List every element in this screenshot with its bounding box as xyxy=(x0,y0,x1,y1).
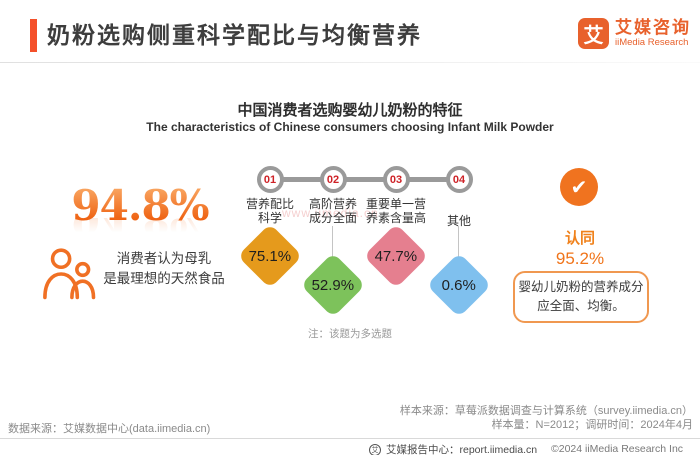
header-divider xyxy=(0,62,700,63)
step-label: 重要单一营 养素含量高 xyxy=(364,197,428,225)
logo-text: 艾媒咨询 iiMedia Research xyxy=(615,18,691,48)
title-accent-bar xyxy=(30,19,37,52)
footer-report-center: 艾 艾媒报告中心：report.iimedia.cn xyxy=(369,442,537,455)
chart-note: 注：该题为多选题 xyxy=(308,328,392,340)
step-number: 01 xyxy=(263,173,277,186)
breast-milk-stat: 94.8% 94.8% xyxy=(52,181,228,241)
stat-desc-line2: 是最理想的天然食品 xyxy=(103,271,225,286)
agree-value: 95.2% xyxy=(555,249,605,268)
step-column-3: 03 重要单一营 养素含量高 47.7% xyxy=(363,166,429,289)
conclusion-box: 婴幼儿奶粉的营养成分 应全面、均衡。 xyxy=(513,271,649,323)
check-glyph: ✔ xyxy=(570,176,588,199)
watermark-text: www.iimedia.cn xyxy=(282,206,379,220)
sample-source: 样本来源：草莓派数据调查与计算系统（survey.iimedia.cn） xyxy=(399,405,693,417)
logo-glyph: 艾 xyxy=(583,25,604,47)
iimedia-logo: 艾 艾媒咨询 iiMedia Research xyxy=(578,18,691,49)
value-diamond: 0.6% xyxy=(426,252,492,318)
step-label: 高阶营养 成分全面 xyxy=(301,197,365,225)
checkmark-icon: ✔ xyxy=(560,168,598,206)
step-column-4: 04 其他 0.6% xyxy=(426,166,492,318)
step-label-line: 成分全面 xyxy=(308,211,357,225)
diamond-value: 52.9% xyxy=(311,276,355,294)
step-number-badge: 01 xyxy=(256,166,284,193)
step-label-line: 科学 xyxy=(257,211,282,225)
page-title: 奶粉选购侧重科学配比与均衡营养 xyxy=(47,22,422,48)
step-number: 04 xyxy=(452,173,466,186)
big-stat-description: 消费者认为母乳 是最理想的天然食品 xyxy=(96,249,232,289)
iimedia-mark-icon: 艾 xyxy=(369,443,381,455)
big-stat-reflection: 94.8% xyxy=(52,218,228,240)
step-number: 02 xyxy=(326,173,340,186)
diamond-value: 47.7% xyxy=(374,247,418,265)
timeline-connector xyxy=(270,177,460,182)
step-number-badge: 02 xyxy=(319,166,347,193)
diamond-value: 75.1% xyxy=(248,247,292,265)
chart-title-en: The characteristics of Chinese consumers… xyxy=(146,120,554,134)
agree-label: 认同 xyxy=(564,230,595,247)
step-label-line: 营养配比 xyxy=(245,197,294,211)
chart-title-cn: 中国消费者选购婴幼儿奶粉的特征 xyxy=(237,102,463,119)
data-source: 数据来源：艾媒数据中心(data.iimedia.cn) xyxy=(8,423,211,435)
value-diamond: 52.9% xyxy=(300,252,366,318)
step-label: 其他 xyxy=(427,197,491,228)
step-label-line: 其他 xyxy=(446,214,471,228)
step-number-badge: 03 xyxy=(382,166,410,193)
logo-name-en: iiMedia Research xyxy=(615,37,689,48)
step-label-line: 重要单一营 xyxy=(365,197,426,211)
step-label-line: 养素含量高 xyxy=(365,211,426,225)
report-center-text: 艾媒报告中心：report.iimedia.cn xyxy=(386,444,538,455)
value-diamond: 75.1% xyxy=(237,223,303,289)
footer-divider xyxy=(0,438,700,439)
step-label: 营养配比 科学 xyxy=(238,197,302,225)
diamond-value: 0.6% xyxy=(441,276,477,294)
step-label-line: 高阶营养 xyxy=(308,197,357,211)
stat-desc-line1: 消费者认为母乳 xyxy=(116,251,212,266)
sample-info: 样本量：N=2012；调研时间：2024年4月 xyxy=(491,419,693,431)
logo-name-cn: 艾媒咨询 xyxy=(615,18,691,37)
big-stat-value: 94.8% xyxy=(71,181,209,230)
people-icon xyxy=(43,248,96,300)
copyright-text: ©2024 iiMedia Research Inc xyxy=(551,443,684,455)
value-diamond: 47.7% xyxy=(363,223,429,289)
conclusion-line1: 婴幼儿奶粉的营养成分 xyxy=(518,280,644,294)
sample-source-block: 样本来源：草莓派数据调查与计算系统（survey.iimedia.cn） 样本量… xyxy=(400,404,693,432)
step-column-2: 02 高阶营养 成分全面 52.9% xyxy=(300,166,366,318)
conclusion-line2: 应全面、均衡。 xyxy=(537,299,625,313)
step-number: 03 xyxy=(389,173,403,186)
iimedia-logo-icon: 艾 xyxy=(578,18,609,49)
step-column-1: 01 营养配比 科学 75.1% xyxy=(237,166,303,289)
step-number-badge: 04 xyxy=(445,166,473,193)
